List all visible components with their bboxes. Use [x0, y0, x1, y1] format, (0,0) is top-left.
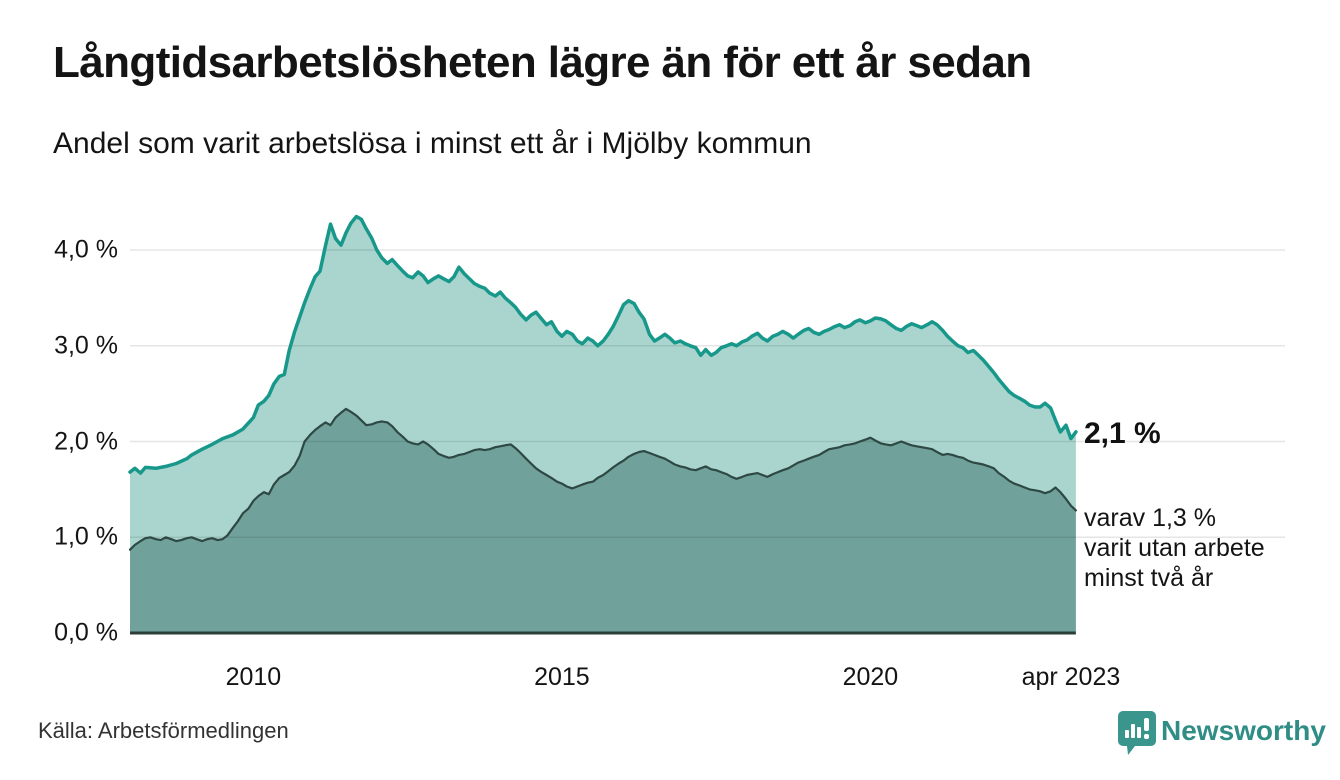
newsworthy-logo-icon: [1118, 711, 1156, 755]
page-subtitle: Andel som varit arbetslösa i minst ett å…: [53, 127, 812, 160]
logo-bar-1: [1125, 730, 1129, 738]
x-axis-tick-label: 2010: [225, 663, 282, 691]
y-axis-tick-label: 1,0 %: [54, 522, 118, 551]
source-caption: Källa: Arbetsförmedlingen: [38, 718, 289, 743]
logo-bar-3: [1137, 727, 1141, 738]
x-axis-tick-label: apr 2023: [1021, 663, 1121, 691]
y-axis-tick-label: 2,0 %: [54, 427, 118, 455]
line-2plus-years: [128, 407, 1077, 551]
end-value-label: 2,1 %: [1084, 417, 1161, 450]
y-axis-tick-label: 0,0 %: [54, 618, 118, 647]
brand-name: Newsworthy: [1161, 715, 1326, 746]
logo-bar-2: [1131, 724, 1135, 738]
x-axis-tick-label: 2015: [534, 663, 590, 691]
end-note-label: varav 1,3 % varit utan arbete minst två …: [1084, 504, 1265, 592]
logo-exclamation-stem: [1144, 718, 1149, 731]
page-title: Långtidsarbetslösheten lägre än för ett …: [53, 38, 1032, 87]
x-axis-tick-label: 2020: [842, 663, 899, 691]
area-fill-2plus-years: [130, 408, 1076, 633]
area-fill-1plus-year: [130, 216, 1076, 550]
line-1plus-year: [128, 214, 1078, 475]
y-axis-tick-label: 4,0 %: [54, 235, 118, 264]
logo-exclamation-dot: [1144, 734, 1149, 739]
y-axis-tick-label: 3,0 %: [54, 331, 118, 360]
